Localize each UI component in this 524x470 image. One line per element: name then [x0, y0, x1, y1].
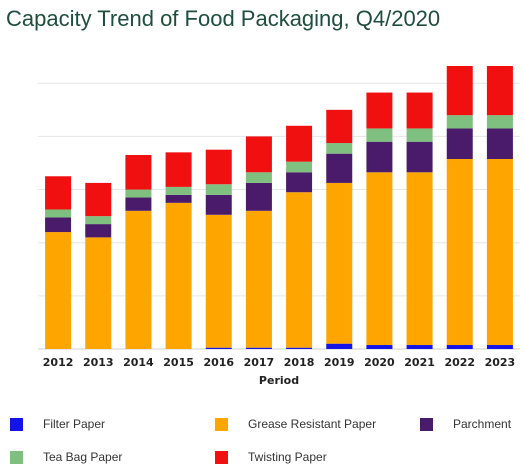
bar-segment-tea-bag-paper-2012 [45, 209, 72, 218]
legend-label: Filter Paper [43, 417, 106, 431]
bar-segment-filter-paper-2018 [286, 347, 313, 349]
x-tick-label: 2014 [123, 356, 154, 369]
chart-title: Capacity Trend of Food Packaging, Q4/202… [6, 6, 441, 31]
bar-segment-tea-bag-paper-2014 [125, 189, 152, 198]
legend-item-parchment: Parchment [420, 417, 511, 431]
x-tick-label: 2017 [244, 356, 275, 369]
bar-segment-grease-resistant-paper-2015 [165, 202, 192, 349]
bar-segment-tea-bag-paper-2019 [326, 143, 353, 154]
bar-segment-tea-bag-paper-2018 [286, 161, 313, 173]
x-tick-label: 2015 [163, 356, 194, 369]
x-tick-label: 2022 [444, 356, 475, 369]
bar-segment-grease-resistant-paper-2023 [486, 158, 513, 346]
bar-segment-twisting-paper-2021 [406, 92, 433, 129]
bar-segment-twisting-paper-2012 [45, 176, 72, 210]
bar-segment-grease-resistant-paper-2018 [286, 192, 313, 348]
bar-segment-parchment-2015 [165, 194, 192, 203]
legend-swatch [420, 417, 433, 431]
bar-segment-grease-resistant-paper-2022 [446, 158, 473, 346]
bar-segment-twisting-paper-2019 [326, 109, 353, 144]
legend-item-twisting-paper: Twisting Paper [215, 450, 327, 464]
x-tick-label: 2019 [324, 356, 355, 369]
gridlines [38, 82, 520, 350]
x-tick-label: 2020 [364, 356, 395, 369]
bar-segment-grease-resistant-paper-2017 [245, 210, 272, 348]
bar-segment-filter-paper-2016 [205, 347, 232, 349]
bar-segment-parchment-2014 [125, 197, 152, 211]
bar-segment-twisting-paper-2014 [125, 155, 152, 190]
bar-segment-tea-bag-paper-2015 [165, 186, 192, 195]
bar-segment-tea-bag-paper-2016 [205, 184, 232, 195]
bar-segment-twisting-paper-2023 [486, 65, 513, 116]
bar-segment-grease-resistant-paper-2021 [406, 172, 433, 346]
x-tick-label: 2013 [83, 356, 114, 369]
legend-label: Grease Resistant Paper [248, 417, 377, 431]
bar-segment-filter-paper-2019 [326, 343, 353, 349]
bar-segment-tea-bag-paper-2021 [406, 128, 433, 142]
bar-segment-parchment-2016 [205, 194, 232, 215]
bar-segment-twisting-paper-2015 [165, 152, 192, 187]
legend-item-tea-bag-paper: Tea Bag Paper [10, 450, 122, 464]
legend-item-filter-paper: Filter Paper [10, 417, 105, 431]
bar-segment-tea-bag-paper-2017 [245, 172, 272, 183]
bar-segment-grease-resistant-paper-2014 [125, 210, 152, 349]
bar-segment-tea-bag-paper-2020 [366, 128, 393, 142]
legend-item-grease-resistant-paper: Grease Resistant Paper [215, 417, 376, 431]
legend-label: Tea Bag Paper [43, 450, 123, 464]
x-tick-label: 2021 [404, 356, 435, 369]
bar-segment-twisting-paper-2018 [286, 125, 313, 162]
bar-segment-filter-paper-2022 [446, 345, 473, 349]
x-tick-label: 2018 [284, 356, 315, 369]
x-axis-label: Period [259, 374, 299, 387]
x-tick-label: 2023 [485, 356, 516, 369]
legend-swatch [10, 417, 23, 431]
bar-segment-parchment-2020 [366, 141, 393, 173]
bar-segment-grease-resistant-paper-2013 [85, 237, 112, 349]
legend-label: Parchment [453, 417, 512, 431]
legend-label: Twisting Paper [248, 450, 327, 464]
x-tick-label: 2016 [203, 356, 234, 369]
bar-segment-filter-paper-2023 [486, 345, 513, 349]
x-axis-ticks: 2012 2013 2014 2015 2016 2017 2018 2019 2020 2021… [43, 356, 515, 369]
bar-segment-tea-bag-paper-2022 [446, 115, 473, 129]
bar-segment-parchment-2012 [45, 217, 72, 233]
bar-segment-parchment-2023 [486, 128, 513, 159]
bar-segment-tea-bag-paper-2023 [486, 115, 513, 129]
bar-segment-tea-bag-paper-2013 [85, 216, 112, 225]
bars [45, 65, 513, 349]
bar-segment-grease-resistant-paper-2016 [205, 214, 232, 348]
bar-chart: 2012 2013 2014 2015 2016 2017 2018 2019 2020 2021… [38, 65, 520, 387]
bar-segment-parchment-2022 [446, 128, 473, 159]
bar-segment-parchment-2021 [406, 141, 433, 173]
bar-segment-filter-paper-2017 [245, 347, 272, 349]
bar-segment-grease-resistant-paper-2019 [326, 182, 353, 344]
bar-segment-grease-resistant-paper-2020 [366, 172, 393, 346]
bar-segment-twisting-paper-2016 [205, 149, 232, 185]
bar-segment-filter-paper-2021 [406, 345, 433, 349]
bar-segment-parchment-2017 [245, 182, 272, 211]
legend-swatch [10, 450, 23, 464]
bar-segment-twisting-paper-2013 [85, 182, 112, 217]
bar-segment-grease-resistant-paper-2012 [45, 232, 72, 349]
bar-segment-twisting-paper-2022 [446, 65, 473, 116]
legend: Filter Paper Grease Resistant Paper Parchm… [0, 408, 524, 470]
bar-segment-parchment-2018 [286, 172, 313, 193]
bar-segment-twisting-paper-2020 [366, 92, 393, 129]
bar-segment-parchment-2019 [326, 153, 353, 183]
legend-swatch [215, 417, 228, 431]
bar-segment-twisting-paper-2017 [245, 136, 272, 173]
bar-segment-filter-paper-2020 [366, 345, 393, 349]
x-tick-label: 2012 [43, 356, 74, 369]
legend-swatch [215, 450, 228, 464]
bar-segment-parchment-2013 [85, 224, 112, 238]
